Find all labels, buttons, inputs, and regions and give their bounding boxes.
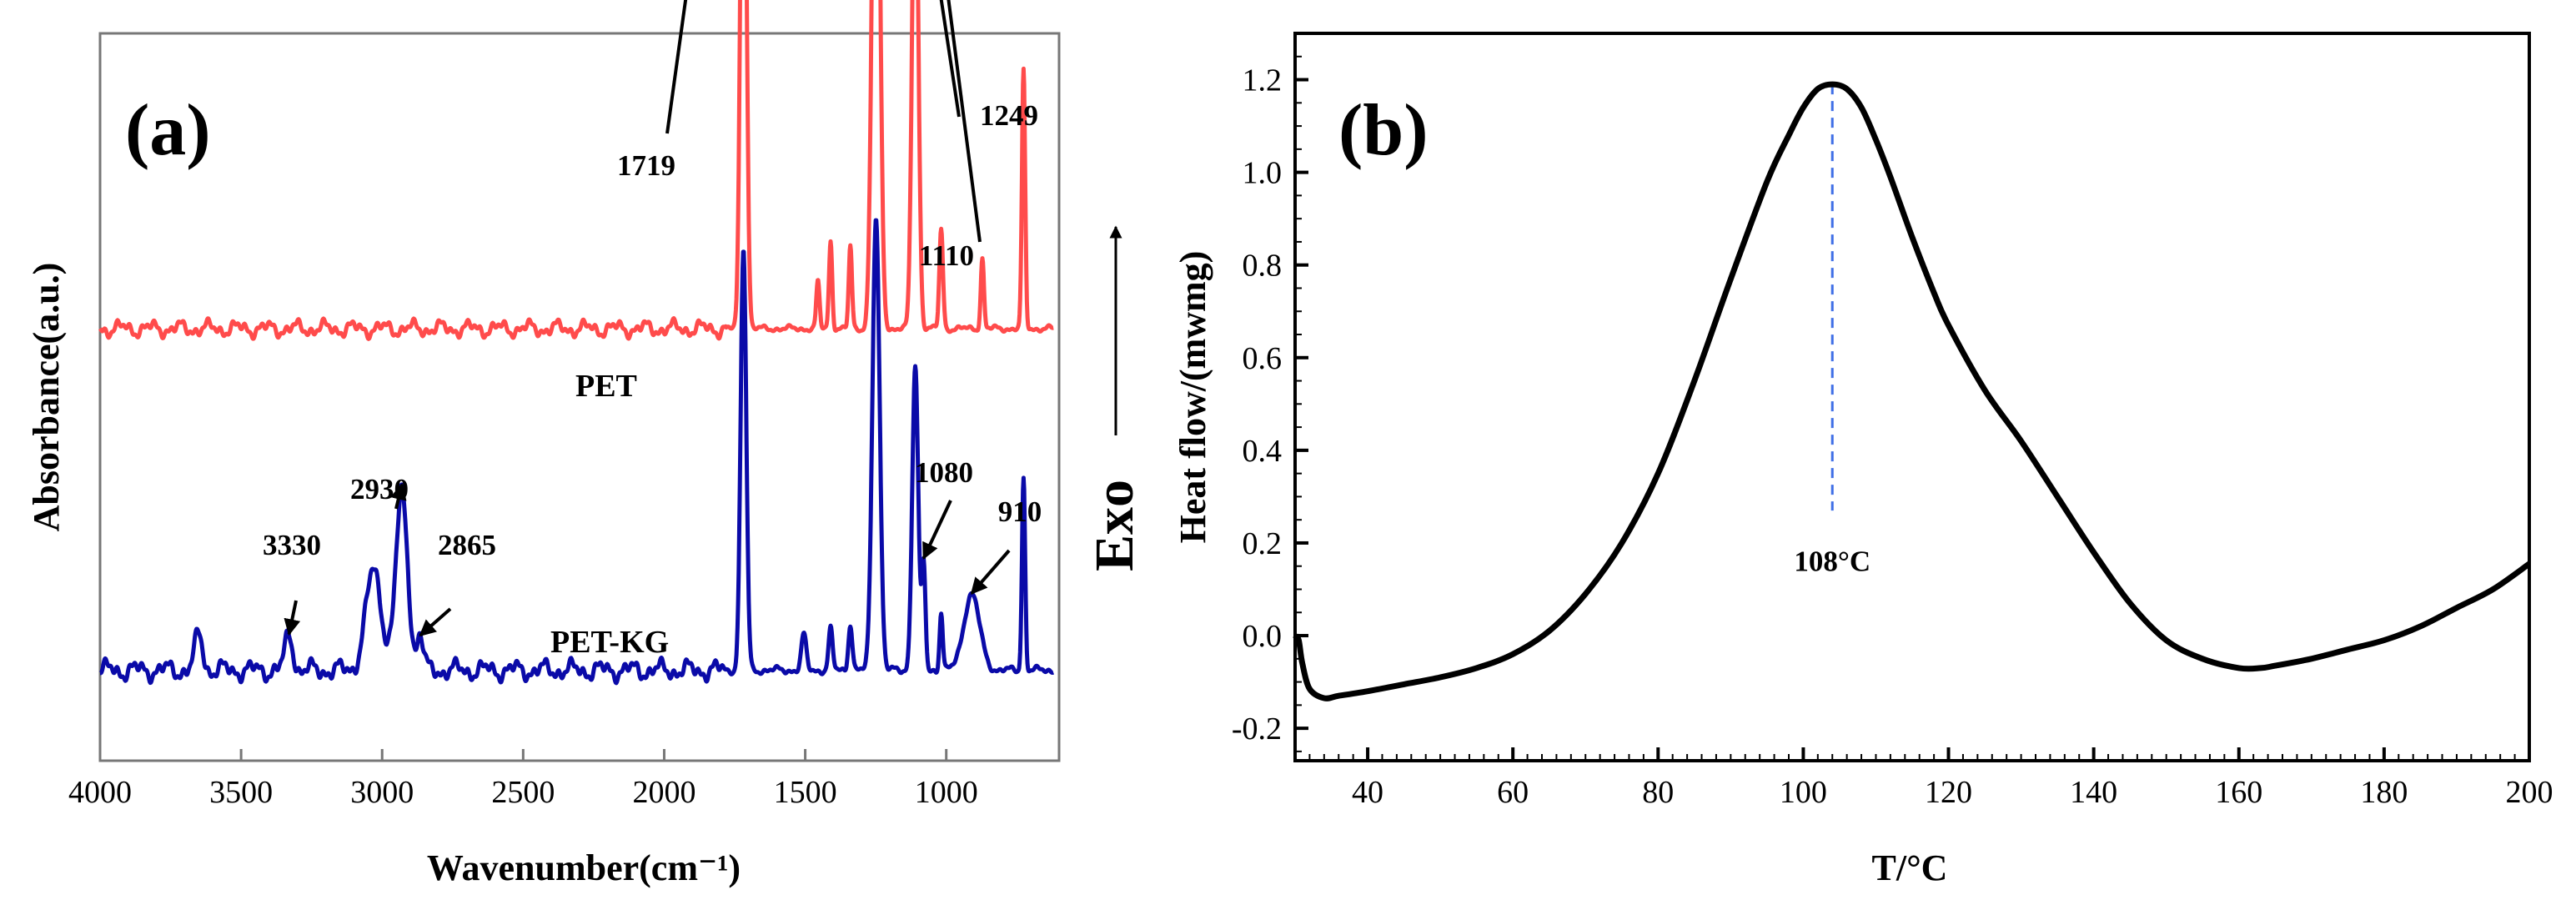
panel-a-xtick-label: 2500 (491, 775, 555, 810)
panel-b-xtick-label: 160 (2215, 775, 2262, 810)
annotation-arrow (284, 600, 301, 636)
panel-b-xtick-label: 80 (1642, 775, 1674, 810)
panel-a-xticks: 4000 3500 3000 2500 2000 1500 1000 (68, 749, 978, 810)
panel-a-xtick-label: 1000 (915, 775, 978, 810)
panel-a-annotations: 1719 1249 1110 3330 2930 2865 1080 910 (263, 0, 1042, 637)
panel-b-ytick-label: 1.0 (1243, 156, 1283, 191)
panel-b-xtick-label: 120 (1925, 775, 1972, 810)
panel-a-xtick-label: 2000 (632, 775, 695, 810)
annotation-arrow (947, 0, 982, 243)
panel-b-label: (b) (1338, 90, 1429, 171)
dsc-curve (1293, 81, 2532, 701)
panel-b-xtick-label: 180 (2360, 775, 2408, 810)
panel-a-xtick-label: 3500 (209, 775, 273, 810)
panel-a-xtick-label: 1500 (774, 775, 837, 810)
panel-a-frame (98, 32, 1061, 762)
panel-a-xtick-label: 3000 (350, 775, 414, 810)
panel-b-xtick-label: 60 (1497, 775, 1529, 810)
panel-b-ytick-label: 0.6 (1243, 341, 1283, 376)
annotation-arrow (921, 500, 952, 561)
annotation-arrow (419, 607, 452, 637)
panel-b-xticks: 40 60 80 100 120 140 160 180 200 (1294, 747, 2553, 810)
panel-b-xtick-label: 200 (2506, 775, 2553, 810)
panel-a-xtick-label: 4000 (68, 775, 132, 810)
panel-b-yticks: -0.2 0.0 0.2 0.4 0.6 0.8 1.0 1.2 (1232, 55, 1308, 752)
panel-b-ytick-label: 0.0 (1243, 619, 1283, 654)
panel-a-curves (98, 0, 1056, 686)
exo-indicator: Exo (1084, 225, 1145, 571)
panel-a-xlabel: Wavenumber(cm⁻¹) (427, 847, 741, 888)
panel-b-xlabel: T/°C (1872, 847, 1948, 888)
series-line-pet (98, 0, 1056, 341)
panel-b-xtick-label: 40 (1352, 775, 1383, 810)
annotation-arrow (970, 549, 1011, 595)
panel-b-ytick-label: 0.8 (1243, 249, 1283, 284)
panel-b-frame (1293, 32, 2531, 762)
panel-b-ytick-label: 1.2 (1243, 63, 1283, 98)
panel-b-ytick-label: 0.2 (1243, 526, 1283, 561)
annotation-arrow (665, 0, 688, 134)
annotation-label: 2930 (350, 473, 409, 505)
annotation-label: 3330 (263, 529, 321, 561)
panel-b-ylabel: Heat flow/(mwmg) (1173, 251, 1213, 544)
panel-b-xtick-label: 140 (2070, 775, 2117, 810)
panel-b-ytick-label: 0.4 (1243, 434, 1283, 469)
peak-temperature-label: 108°C (1794, 545, 1870, 577)
panel-a-ylabel: Absorbance(a.u.) (26, 263, 67, 532)
annotation-label: 910 (998, 495, 1042, 528)
panel-b: -0.2 0.0 0.2 0.4 0.6 0.8 1.0 1.2 40 60 80 100 120 14… (1173, 32, 2553, 888)
panel-a-label: (a) (125, 90, 211, 171)
annotation-arrow (939, 0, 961, 118)
panel-b-xtick-label: 100 (1780, 775, 1827, 810)
exo-label: Exo (1084, 480, 1145, 571)
series-line-pet-kg (98, 218, 1056, 686)
panel-a: 1719 1249 1110 3330 2930 2865 1080 910 4000 3500… (26, 0, 1061, 888)
annotation-label: 1080 (915, 456, 973, 489)
panel-b-ytick-label: -0.2 (1232, 711, 1282, 747)
pet-kg-series-label: PET-KG (550, 625, 669, 660)
pet-series-label: PET (575, 369, 637, 404)
annotation-arrow (390, 482, 407, 510)
annotation-label: 1249 (980, 99, 1038, 132)
annotation-label: 1110 (919, 239, 974, 272)
annotation-label: 1719 (617, 149, 675, 182)
annotation-label: 2865 (438, 529, 496, 561)
